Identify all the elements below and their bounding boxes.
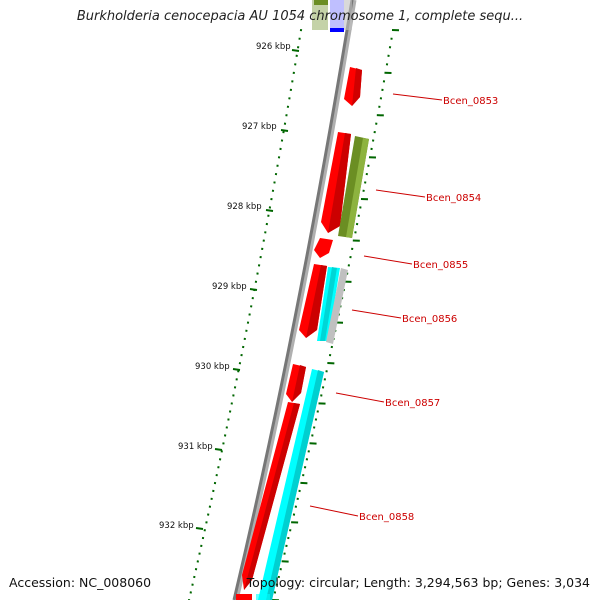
gene-olive-top xyxy=(312,0,328,30)
scale-label: 927 kbp xyxy=(242,122,277,132)
leader-bcen-0856 xyxy=(351,309,402,319)
leader-bcen-0853 xyxy=(392,93,443,101)
major-tick xyxy=(265,209,274,212)
major-tick xyxy=(232,368,241,371)
major-tick xyxy=(291,49,300,52)
gene-labels: Bcen_0853 Bcen_0854 Bcen_0855 Bcen_0856 … xyxy=(359,96,498,523)
leader-bcen-0854 xyxy=(375,189,426,198)
topology-text: Topology: circular; Length: 3,294,563 bp… xyxy=(246,575,590,590)
scale-labels: 926 kbp 927 kbp 928 kbp 929 kbp 930 kbp … xyxy=(159,42,300,531)
gene-label: Bcen_0857 xyxy=(385,398,440,409)
major-tick xyxy=(249,288,258,291)
backbone-shadow xyxy=(233,0,357,600)
leader-bcen-0858 xyxy=(309,505,359,517)
label-leaders xyxy=(309,93,443,517)
scale-label: 932 kbp xyxy=(159,521,194,531)
scale-label: 931 kbp xyxy=(178,442,213,452)
gene-bcen-0858-red-shade xyxy=(244,403,300,590)
gene-bcen-0856-red-shade xyxy=(306,265,327,338)
backbone xyxy=(232,0,354,600)
leader-bcen-0857 xyxy=(335,392,385,403)
gene-cyan-bottom xyxy=(256,594,270,600)
gene-label: Bcen_0855 xyxy=(413,260,468,271)
outer-dot-track xyxy=(272,29,400,600)
gene-bcen-0854-red-shade xyxy=(328,133,351,233)
leader-bcen-0855 xyxy=(363,255,413,265)
gene-bcen-0857-shade xyxy=(292,365,306,402)
gene-blue-top-strong xyxy=(330,28,344,32)
scale-label: 930 kbp xyxy=(195,362,230,372)
gene-label: Bcen_0858 xyxy=(359,512,414,523)
gene-bcen-0856-gray xyxy=(326,268,348,344)
gene-label: Bcen_0853 xyxy=(443,96,498,107)
gene-bcen-0858-cyan-shade xyxy=(266,370,324,600)
gene-blue-top xyxy=(330,0,344,30)
gene-bcen-0854-olive-light xyxy=(346,138,369,238)
major-tick xyxy=(214,448,223,451)
major-tick xyxy=(280,129,289,132)
major-tick xyxy=(195,527,204,530)
map-title: Burkholderia cenocepacia AU 1054 chromos… xyxy=(76,9,524,24)
scale-label: 929 kbp xyxy=(212,282,247,292)
scale-label: 928 kbp xyxy=(227,202,262,212)
gene-olive-top-strong xyxy=(314,0,328,5)
gene-bcen-0853-shade xyxy=(352,68,362,106)
gene-label: Bcen_0856 xyxy=(402,314,457,325)
accession-text: Accession: NC_008060 xyxy=(9,575,152,590)
gene-label: Bcen_0854 xyxy=(426,193,481,204)
gene-bcen-0855 xyxy=(314,238,333,258)
gene-gray-top xyxy=(344,0,352,30)
gene-bcen-0856-cyan-shade xyxy=(320,267,337,341)
scale-label: 926 kbp xyxy=(256,42,291,52)
gene-red-bottom xyxy=(236,594,252,600)
